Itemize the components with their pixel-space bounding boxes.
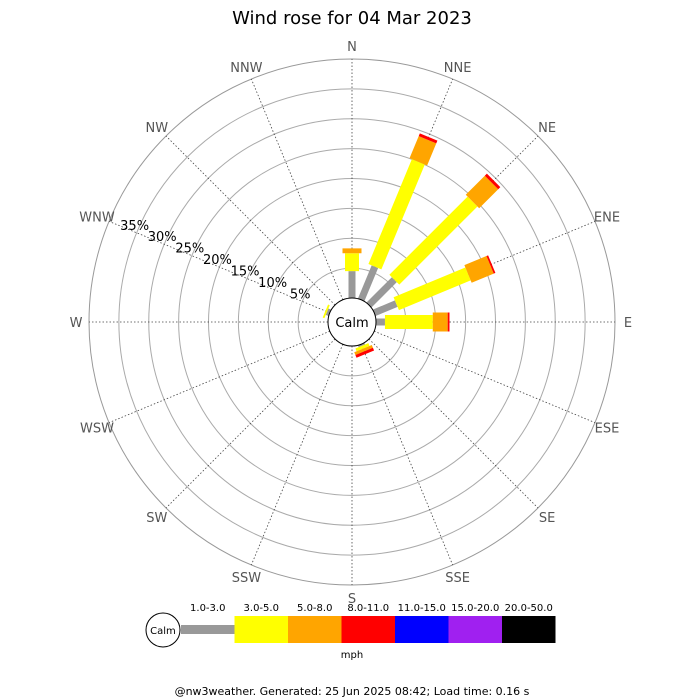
- legend-label-3: 5.0-8.0: [297, 603, 332, 614]
- grid-ring-3: [237, 207, 467, 437]
- direction-label-nne: NNE: [444, 61, 472, 76]
- spoke-wnw: [108, 220, 330, 314]
- wind-petals: [322, 133, 501, 358]
- petal-sse-bin-4: [355, 347, 375, 358]
- calm-label: Calm: [335, 316, 368, 331]
- legend-swatch-2: [234, 616, 288, 643]
- legend-label-1: 1.0-3.0: [190, 603, 225, 614]
- direction-label-w: W: [70, 316, 83, 331]
- grid-ring-5: [178, 148, 526, 496]
- legend-calm-label: Calm: [150, 626, 176, 637]
- direction-label-ssw: SSW: [232, 571, 262, 586]
- legend-label-2: 3.0-5.0: [244, 603, 279, 614]
- legend-swatch-1: [181, 625, 235, 634]
- petal-wnw-bin-2: [322, 304, 330, 319]
- speed-legend: Calm 1.0-3.0 3.0-5.0 5.0-8.0 8.0-11.0 11.0-15…: [145, 603, 556, 648]
- petal-nne-bin-2: [368, 159, 425, 270]
- legend-label-6: 15.0-20.0: [451, 603, 499, 614]
- petal-ene-bin-1: [372, 300, 398, 317]
- legend-label-4: 8.0-11.0: [347, 603, 389, 614]
- calm-circle: Calm: [327, 297, 377, 347]
- legend-swatch-5: [395, 616, 449, 643]
- ring-labels: 5%10%15%20%25%30%35%: [120, 219, 310, 303]
- legend-calm-circle: [145, 612, 181, 648]
- direction-label-s: S: [348, 592, 356, 607]
- spoke-sse: [360, 344, 454, 566]
- spoke-nnw: [250, 78, 344, 300]
- ring-label-25: 25%: [175, 242, 204, 257]
- direction-labels: N NNE NE ENE E ESE SE SSE S SSW SW WSW W WNW NW NNW: [70, 40, 633, 607]
- ring-label-30: 30%: [148, 230, 177, 245]
- ring-label-15: 15%: [231, 265, 260, 280]
- spoke-sw: [165, 338, 336, 509]
- petal-ne-bin-4: [484, 173, 501, 190]
- direction-label-n: N: [347, 40, 357, 55]
- spoke-ese: [374, 330, 596, 424]
- petal-ne-bin-3: [465, 175, 499, 209]
- ring-label-35: 35%: [120, 219, 149, 234]
- legend-label-5: 11.0-15.0: [398, 603, 446, 614]
- direction-label-wsw: WSW: [80, 422, 114, 437]
- petal-ne-bin-1: [366, 277, 397, 308]
- direction-label-sw: SW: [146, 511, 167, 526]
- legend-swatch-3: [288, 616, 342, 643]
- legend-label-7: 20.0-50.0: [505, 603, 553, 614]
- petal-sse-bin-2: [355, 343, 370, 352]
- ring-label-10: 10%: [258, 276, 287, 291]
- spoke-ssw: [250, 344, 344, 566]
- direction-label-sse: SSE: [445, 571, 470, 586]
- legend-swatch-4: [341, 616, 395, 643]
- legend-swatch-7: [502, 616, 556, 643]
- direction-label-nnw: NNW: [230, 61, 262, 76]
- petal-ene-bin-4: [486, 255, 496, 274]
- direction-label-nw: NW: [146, 121, 169, 136]
- spoke-wsw: [108, 330, 330, 424]
- petal-ne-bin-2: [389, 196, 478, 285]
- legend-swatch-6: [448, 616, 502, 643]
- grid-ring-7: [118, 88, 586, 556]
- petal-nne-bin-1: [357, 265, 379, 302]
- chart-title: Wind rose for 04 Mar 2023: [232, 8, 472, 29]
- direction-label-ene: ENE: [594, 210, 620, 225]
- direction-label-ne: NE: [538, 121, 556, 136]
- petal-ene-bin-3: [464, 256, 494, 283]
- footer-text: @nw3weather. Generated: 25 Jun 2025 08:4…: [175, 685, 530, 698]
- petal-sse-bin-3: [354, 344, 373, 355]
- spoke-se: [368, 338, 539, 509]
- unit-label: mph: [341, 650, 363, 661]
- petal-ene-bin-2: [393, 267, 471, 311]
- ring-label-20: 20%: [203, 253, 232, 268]
- petal-nne-bin-3: [409, 136, 437, 166]
- direction-label-e: E: [624, 316, 632, 331]
- direction-label-se: SE: [539, 511, 555, 526]
- ring-label-5: 5%: [290, 287, 311, 302]
- spoke-nw: [165, 135, 336, 306]
- direction-label-wnw: WNW: [79, 210, 115, 225]
- petal-nne-bin-4: [418, 133, 438, 144]
- direction-label-ese: ESE: [595, 422, 620, 437]
